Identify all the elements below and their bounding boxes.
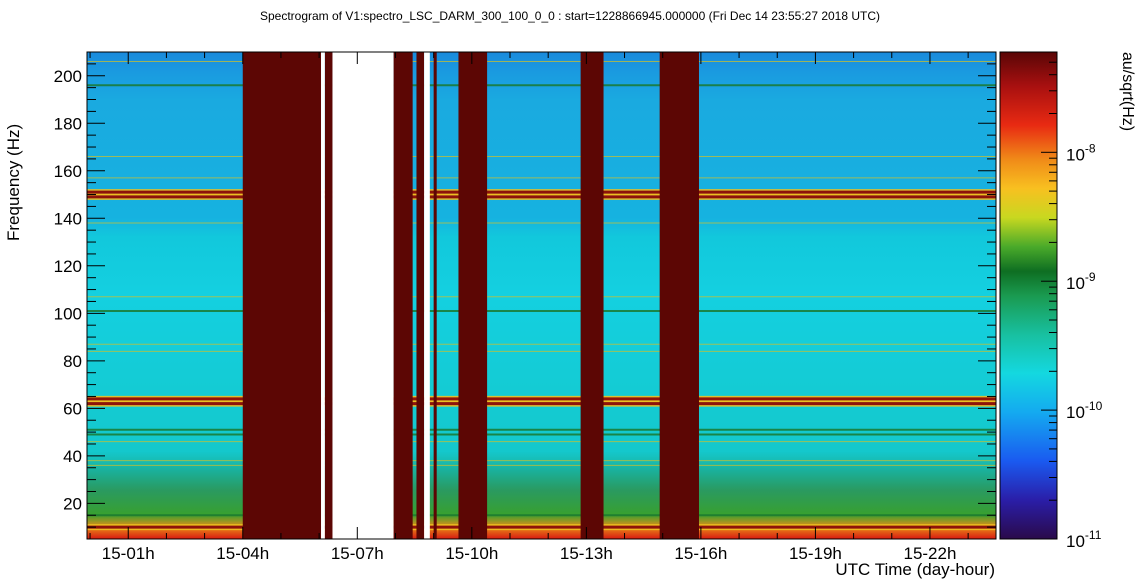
y-tick-label: 80 xyxy=(63,352,82,371)
x-tick-label: 15-07h xyxy=(331,544,384,563)
no-data-interval xyxy=(424,52,430,539)
spectrogram-background xyxy=(87,52,996,539)
saturated-interval xyxy=(242,52,322,539)
x-tick-label: 15-22h xyxy=(903,544,956,563)
x-axis-label: UTC Time (day-hour) xyxy=(835,560,995,579)
colorbar-tick-label: 10-9 xyxy=(1066,270,1096,293)
chart-title: Spectrogram of V1:spectro_LSC_DARM_300_1… xyxy=(259,9,881,23)
x-tick-label: 15-16h xyxy=(674,544,727,563)
no-data-interval xyxy=(332,52,394,539)
no-data-interval xyxy=(321,52,325,539)
x-tick-label: 15-01h xyxy=(102,544,155,563)
y-tick-label: 200 xyxy=(54,67,82,86)
saturated-interval xyxy=(433,52,437,539)
y-tick-label: 160 xyxy=(54,162,82,181)
plot-frame xyxy=(86,51,997,540)
colorbar-tick-label: 10-10 xyxy=(1066,399,1103,422)
saturated-interval xyxy=(458,52,488,539)
colorbar-tick-label: 10-8 xyxy=(1066,141,1096,164)
saturated-interval xyxy=(416,52,425,539)
y-tick-label: 100 xyxy=(54,304,82,323)
y-tick-label: 140 xyxy=(54,209,82,228)
saturated-interval xyxy=(393,52,413,539)
y-tick-label: 20 xyxy=(63,494,82,513)
colorbar-frame xyxy=(999,51,1058,540)
x-tick-label: 15-13h xyxy=(560,544,613,563)
x-tick-label: 15-19h xyxy=(789,544,842,563)
saturated-interval xyxy=(659,52,699,539)
saturated-interval xyxy=(324,52,333,539)
x-tick-label: 15-04h xyxy=(216,544,269,563)
colorbar xyxy=(1000,52,1057,539)
colorbar-tick-label: 10-11 xyxy=(1066,528,1102,551)
colorbar-label: au/sqrt(Hz) xyxy=(1119,52,1136,132)
y-tick-label: 60 xyxy=(63,399,82,418)
y-tick-label: 120 xyxy=(54,257,82,276)
saturated-interval xyxy=(580,52,604,539)
y-tick-label: 180 xyxy=(54,114,82,133)
y-tick-label: 40 xyxy=(63,447,82,466)
x-tick-label: 15-10h xyxy=(445,544,498,563)
